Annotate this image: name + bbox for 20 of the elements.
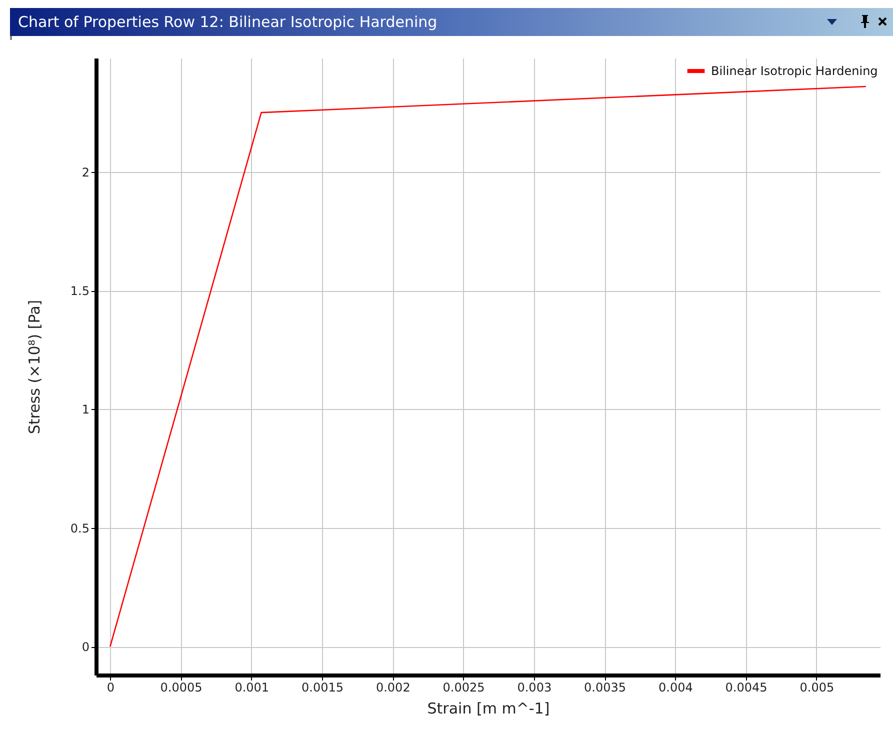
x-tick-label: 0.002 [376, 680, 410, 694]
x-tick-label: 0.0045 [725, 680, 768, 694]
x-tick-label: 0.003 [517, 680, 552, 694]
x-tick-label: 0 [106, 680, 114, 694]
y-tick-label: 0 [82, 640, 90, 654]
x-tick-label: 0.004 [658, 680, 693, 694]
x-tick-label: 0.0025 [442, 680, 485, 694]
y-tick-label: 2 [82, 165, 90, 180]
y-tick-label: 0.5 [70, 521, 90, 536]
legend-label: Bilinear Isotropic Hardening [711, 64, 878, 78]
x-axis-title: Strain [m m^-1] [427, 700, 550, 718]
y-tick-label: 1.5 [70, 284, 90, 298]
x-tick-label: 0.0015 [302, 680, 344, 694]
y-tick-label: 1 [82, 402, 90, 417]
y-axis-title: Stress (×10⁸) [Pa] [25, 300, 44, 434]
x-tick-label: 0.005 [800, 680, 834, 694]
x-tick-label: 0.001 [234, 680, 270, 694]
x-tick-label: 0.0005 [160, 680, 202, 694]
chart-title: Chart of Properties Row 12: Bilinear Isotropic Hardening [18, 13, 438, 31]
x-tick-label: 0.0035 [584, 680, 626, 694]
